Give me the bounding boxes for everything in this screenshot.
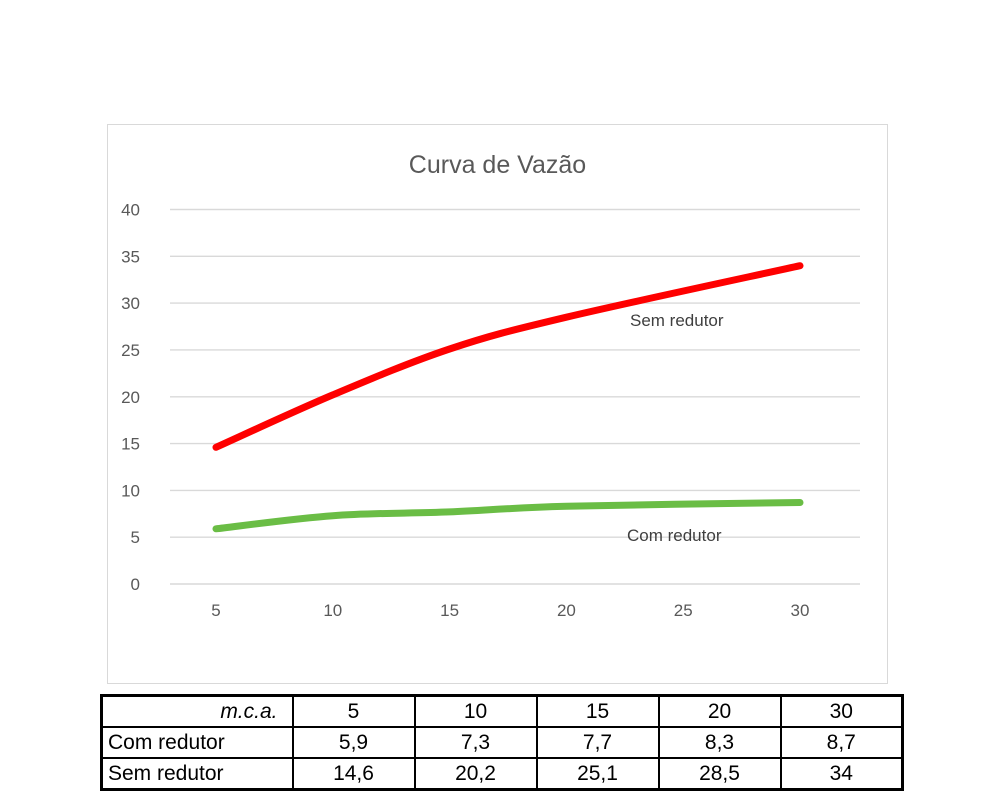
- table-cell-r1-c2: 25,1: [535, 757, 660, 791]
- table-cell-r1-c3: 28,5: [657, 757, 782, 791]
- table-header-row: m.c.a. 5 10 15 20 30: [100, 694, 904, 728]
- table-header-mca: m.c.a.: [100, 694, 294, 728]
- chart-panel: [107, 124, 888, 684]
- chart-title: Curva de Vazão: [408, 151, 587, 179]
- table-row-label: Sem redutor: [100, 757, 294, 791]
- table-header-value-0: 5: [291, 694, 416, 728]
- table-cell-r0-c4: 8,7: [779, 726, 904, 759]
- table-cell-r0-c0: 5,9: [291, 726, 416, 759]
- table-cell-r1-c1: 20,2: [413, 757, 538, 791]
- table-row-label: Com redutor: [100, 726, 294, 759]
- table-header-value-2: 15: [535, 694, 660, 728]
- data-table: m.c.a. 5 10 15 20 30 Com redutor 5,9 7,3 7,7 8,3 8…: [100, 694, 904, 791]
- table-header-value-4: 30: [779, 694, 904, 728]
- table-cell-r0-c3: 8,3: [657, 726, 782, 759]
- table-header-value-3: 20: [657, 694, 782, 728]
- table-row-com-redutor: Com redutor 5,9 7,3 7,7 8,3 8,7: [100, 726, 904, 759]
- table-cell-r1-c0: 14,6: [291, 757, 416, 791]
- table-cell-r0-c1: 7,3: [413, 726, 538, 759]
- series-label-com-redutor: Com redutor: [627, 526, 722, 545]
- table-cell-r0-c2: 7,7: [535, 726, 660, 759]
- table-header-value-1: 10: [413, 694, 538, 728]
- table-cell-r1-c4: 34: [779, 757, 904, 791]
- table-row-sem-redutor: Sem redutor 14,6 20,2 25,1 28,5 34: [100, 757, 904, 791]
- series-label-sem-redutor: Sem redutor: [630, 311, 724, 330]
